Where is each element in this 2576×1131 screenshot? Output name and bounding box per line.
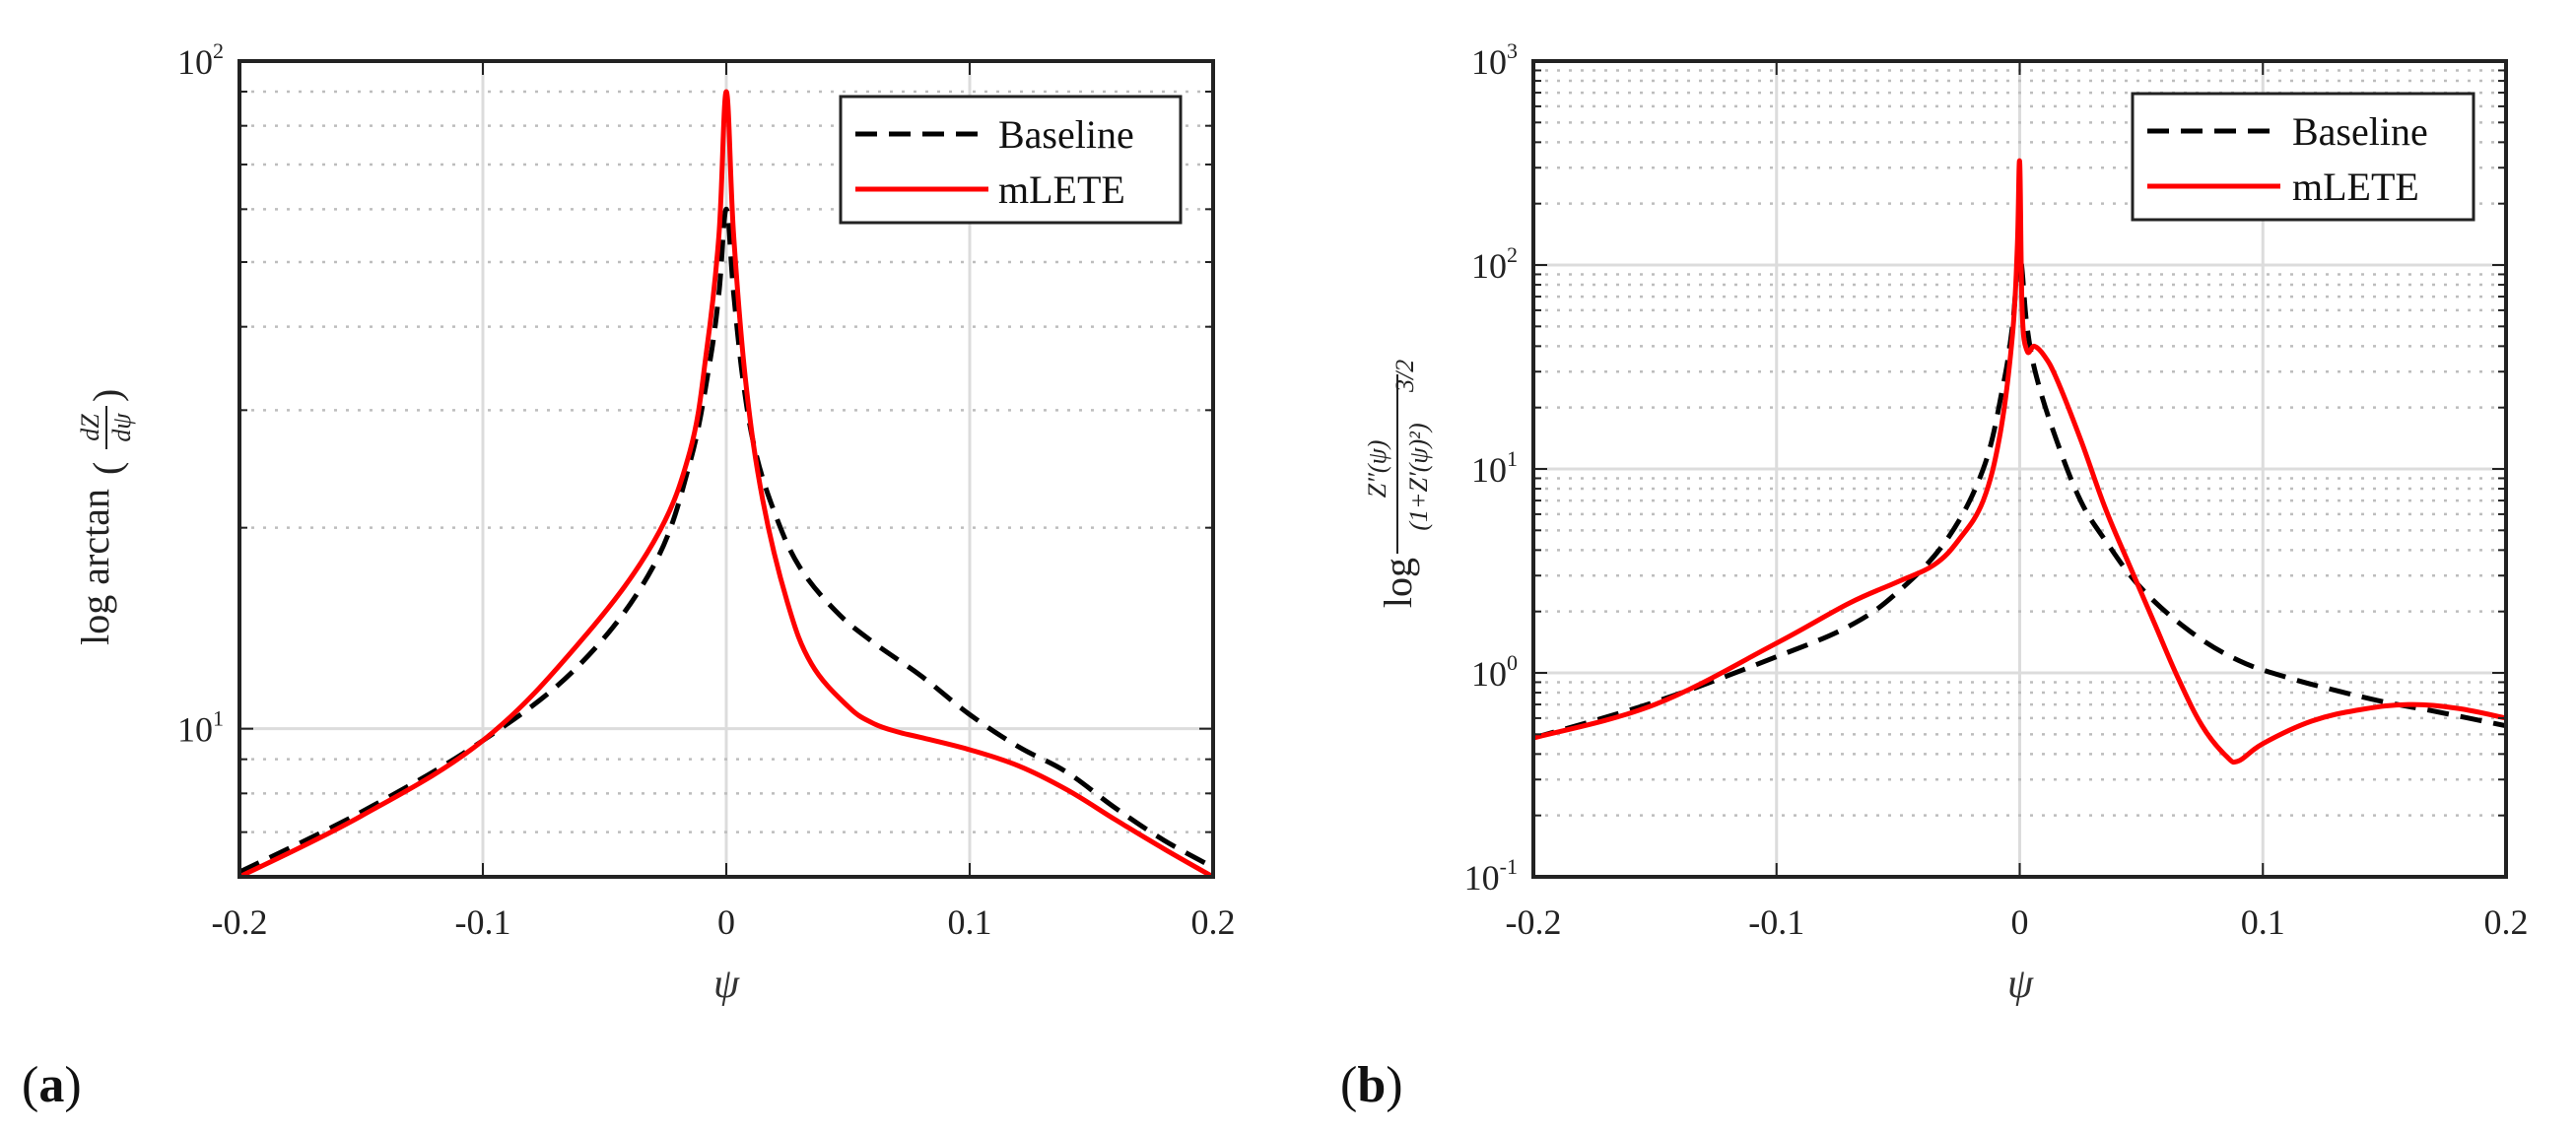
y-tick-label-b: 103 xyxy=(1471,38,1518,82)
y-tick-label-b: 100 xyxy=(1471,650,1518,694)
ticks-a: -0.2 -0.1 0 0.1 0.2 101 102 xyxy=(177,38,1236,942)
ticks-b: -0.2 -0.1 0 0.1 0.2 10-1 100 101 102 103 xyxy=(1464,38,2529,942)
series-a xyxy=(237,89,1215,880)
y-axis-label-a-rparen: ) xyxy=(85,389,129,402)
panel-a: -0.2 -0.1 0 0.1 0.2 101 102 ψ log arctan ( dZ … xyxy=(22,38,1236,1113)
series-b xyxy=(1532,158,2507,765)
y-axis-label-a-denominator: dψ xyxy=(107,413,136,442)
y-tick-label-a: 102 xyxy=(177,38,224,82)
legend-box-a xyxy=(839,95,1183,225)
y-axis-label-b-numerator: Z″(ψ) xyxy=(1363,440,1391,499)
y-tick-label-a: 101 xyxy=(177,706,224,750)
x-tick-label-a: 0 xyxy=(717,902,735,942)
y-axis-label-b-prefix: log xyxy=(1376,558,1420,608)
series-line-mlete-b xyxy=(1532,158,2507,765)
x-tick-label-a: -0.2 xyxy=(212,902,268,942)
x-tick-label-a: 0.2 xyxy=(1191,902,1236,942)
legend-label-baseline-b: Baseline xyxy=(2292,109,2428,154)
x-tick-label-b: 0.2 xyxy=(2484,902,2529,942)
legend-a: Baseline mLETE xyxy=(839,95,1183,225)
y-tick-label-b: 102 xyxy=(1471,242,1518,286)
y-axis-label-b: log Z″(ψ) (1+Z′(ψ)²) 3/2 xyxy=(1363,360,1433,608)
x-tick-label-b: -0.2 xyxy=(1506,902,1562,942)
y-tick-label-b: 101 xyxy=(1471,446,1518,490)
x-tick-label-b: 0.1 xyxy=(2241,902,2285,942)
y-axis-label-a-numerator: dZ xyxy=(76,414,104,441)
legend-box-b xyxy=(2131,92,2475,222)
panel-b: -0.2 -0.1 0 0.1 0.2 10-1 100 101 102 103 ψ log Z″… xyxy=(1340,38,2529,1113)
legend-label-baseline-a: Baseline xyxy=(998,112,1134,157)
y-axis-label-b-exponent: 3/2 xyxy=(1390,360,1419,393)
y-axis-label-b-denominator: (1+Z′(ψ)²) xyxy=(1404,423,1433,530)
y-tick-label-b: 10-1 xyxy=(1464,854,1518,898)
panel-label-a: (a) xyxy=(22,1057,82,1113)
legend-label-mlete-b: mLETE xyxy=(2292,165,2419,209)
y-axis-label-a: log arctan ( dZ dψ ) xyxy=(73,389,136,645)
y-axis-label-a-lparen: ( xyxy=(85,462,129,475)
x-tick-label-b: -0.1 xyxy=(1748,902,1804,942)
x-tick-label-a: 0.1 xyxy=(948,902,992,942)
x-axis-label-b: ψ xyxy=(2007,962,2034,1007)
x-tick-label-b: 0 xyxy=(2011,902,2029,942)
panel-letter-b: b xyxy=(1357,1057,1386,1113)
legend-label-mlete-a: mLETE xyxy=(998,167,1125,212)
panel-label-b: (b) xyxy=(1340,1057,1403,1113)
legend-b: Baseline mLETE xyxy=(2131,92,2475,222)
x-tick-label-a: -0.1 xyxy=(455,902,511,942)
series-line-baseline-a xyxy=(237,206,1215,875)
y-axis-label-a-prefix: log arctan xyxy=(73,489,117,645)
series-line-mlete-a xyxy=(237,89,1215,880)
panel-letter-a: a xyxy=(38,1057,64,1113)
x-axis-label-a: ψ xyxy=(713,962,740,1007)
